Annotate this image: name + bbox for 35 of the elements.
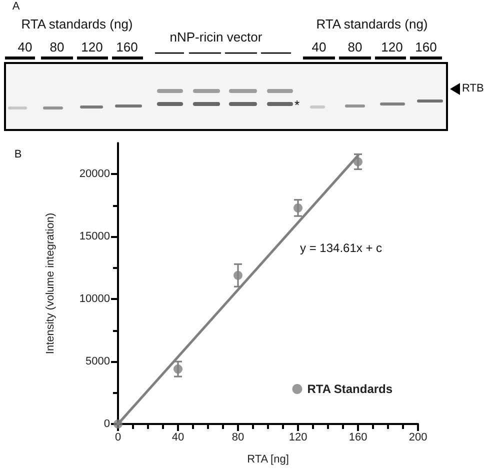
text: 80: [348, 40, 362, 54]
y-axis-title: Intensity (volume integration): [44, 212, 56, 354]
x-tick-label: 160: [348, 432, 368, 444]
text: A: [12, 0, 20, 12]
x-axis-title: RTA [ng]: [247, 454, 289, 466]
x-tick-label: 120: [288, 432, 308, 444]
text: RTA standards (ng): [316, 16, 428, 32]
x-tick-label: 200: [408, 432, 428, 444]
text: 40: [312, 40, 326, 54]
text: B: [14, 148, 22, 160]
text: RTB: [462, 82, 484, 94]
y-tick-label: 20000: [79, 168, 110, 180]
text: 160: [116, 40, 138, 54]
x-tick-label: 80: [232, 432, 244, 444]
x-tick-label: 40: [172, 432, 184, 444]
point: [294, 203, 302, 212]
y-tick-label: 10000: [79, 293, 110, 306]
point: [114, 420, 122, 428]
point: [174, 364, 182, 374]
text: 120: [81, 40, 103, 54]
legend-label: RTA Standards: [307, 382, 393, 396]
text: 120: [381, 40, 403, 54]
text: 80: [50, 40, 64, 54]
text: *: [294, 98, 300, 112]
annotation: y = 134.61x + c: [300, 241, 382, 255]
y-tick-label: 5000: [86, 356, 110, 368]
y-tick-label: 0: [104, 418, 110, 430]
text: nNP-ricin vector: [170, 30, 262, 44]
text: 160: [415, 40, 437, 54]
point: [354, 157, 362, 166]
x-tick-label: 0: [114, 432, 122, 444]
text: RTA standards (ng): [21, 16, 133, 32]
text: 40: [18, 40, 32, 54]
y-tick-label: 15000: [79, 230, 110, 243]
point: [234, 270, 242, 280]
